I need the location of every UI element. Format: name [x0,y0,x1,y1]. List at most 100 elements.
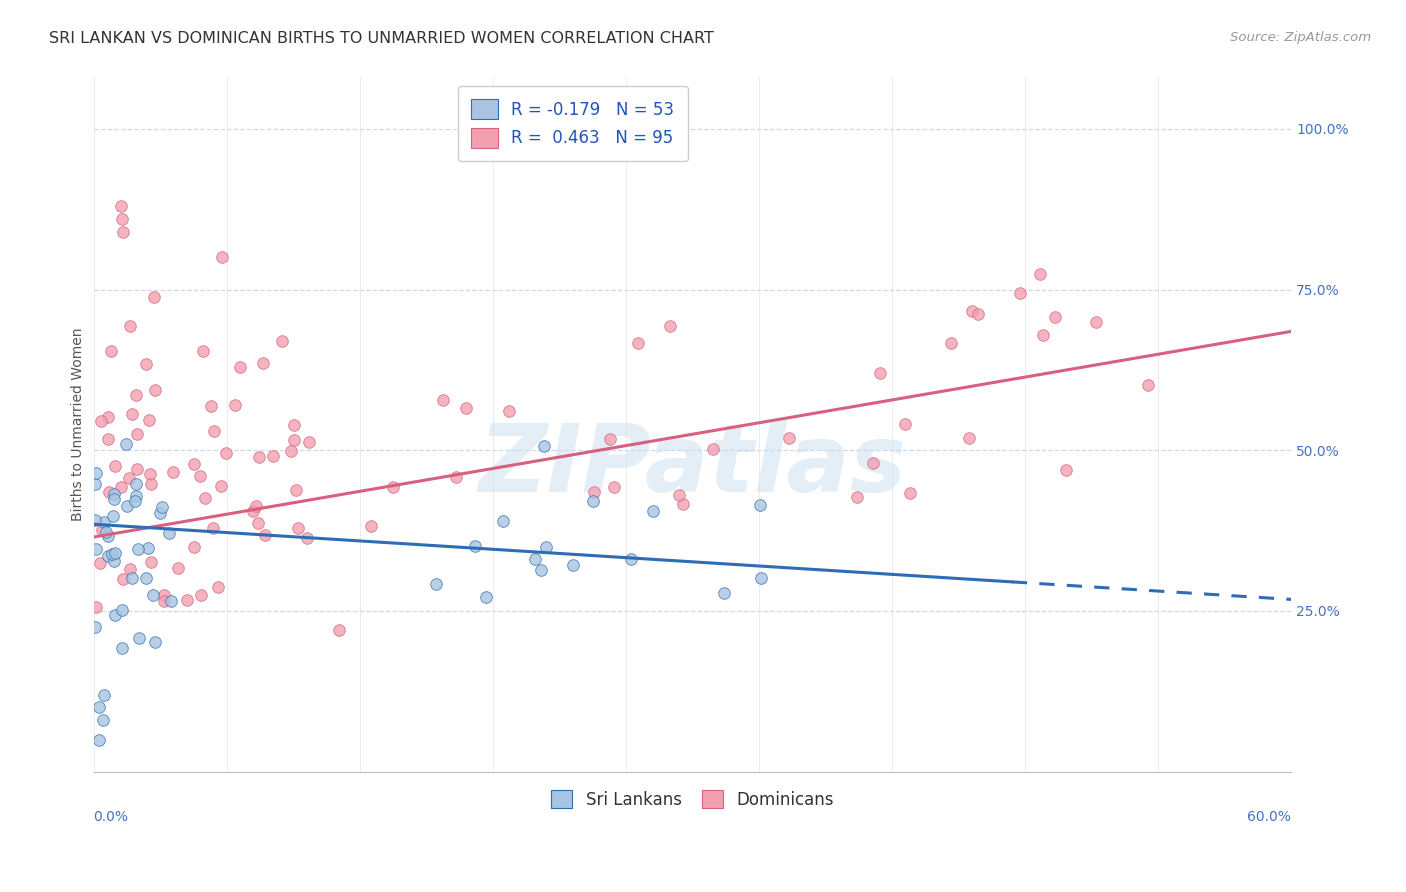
Point [249,450,271,465]
Point [211,250,233,264]
Point [215,446,238,460]
Point [84,541,107,556]
Point [583,485,606,500]
Point [111,211,134,226]
Point [138,413,160,427]
Point [118,318,141,333]
Point [190,588,212,602]
Point [100,547,122,561]
Point [295,532,318,546]
Point [498,403,520,417]
Point [898,486,921,500]
Point [97,529,120,543]
Point [283,433,305,447]
Point [778,430,800,444]
Point [869,366,891,380]
Point [454,401,477,415]
Point [957,431,980,445]
Point [194,491,217,505]
Point [121,571,143,585]
Point [668,488,690,502]
Point [84,599,107,614]
Point [533,439,555,453]
Point [894,417,917,431]
Point [162,465,184,479]
Point [202,424,225,438]
Point [97,410,120,425]
Point [475,591,498,605]
Point [136,541,159,555]
Point [1084,315,1107,329]
Point [125,426,148,441]
Point [103,486,125,500]
Point [128,631,150,645]
Y-axis label: Births to Unmarried Women: Births to Unmarried Women [72,328,86,521]
Point [94,524,117,539]
Point [104,459,127,474]
Point [432,393,454,408]
Point [91,713,114,727]
Point [159,526,181,541]
Point [620,551,643,566]
Point [748,499,770,513]
Point [534,540,557,554]
Point [96,432,118,446]
Point [111,603,134,617]
Point [966,307,988,321]
Point [262,449,284,463]
Point [1032,328,1054,343]
Point [382,480,405,494]
Point [125,476,148,491]
Point [939,336,962,351]
Point [90,414,112,428]
Point [127,541,149,556]
Point [110,199,132,213]
Point [425,576,447,591]
Point [115,437,138,451]
Point [120,562,142,576]
Point [110,480,132,494]
Point [125,388,148,402]
Point [209,478,232,492]
Point [603,481,626,495]
Point [176,592,198,607]
Point [444,470,467,484]
Point [193,344,215,359]
Point [523,552,546,566]
Text: Source: ZipAtlas.com: Source: ZipAtlas.com [1230,31,1371,45]
Point [97,484,120,499]
Point [183,541,205,555]
Point [862,456,884,470]
Point [83,513,105,527]
Point [153,594,176,608]
Point [141,476,163,491]
Point [1054,462,1077,476]
Point [135,357,157,371]
Point [284,483,307,497]
Point [115,499,138,513]
Text: ZIPatlas: ZIPatlas [478,420,907,512]
Point [287,521,309,535]
Point [125,462,148,476]
Point [166,561,188,575]
Point [87,700,110,714]
Point [139,467,162,482]
Point [201,521,224,535]
Point [242,504,264,518]
Point [582,493,605,508]
Point [627,336,650,351]
Point [562,558,585,572]
Point [150,500,173,515]
Point [253,527,276,541]
Point [297,434,319,449]
Point [91,523,114,537]
Point [143,634,166,648]
Point [83,620,105,634]
Point [100,343,122,358]
Point [143,383,166,397]
Point [246,516,269,531]
Point [492,514,515,528]
Point [1137,378,1160,392]
Point [139,555,162,569]
Point [121,407,143,421]
